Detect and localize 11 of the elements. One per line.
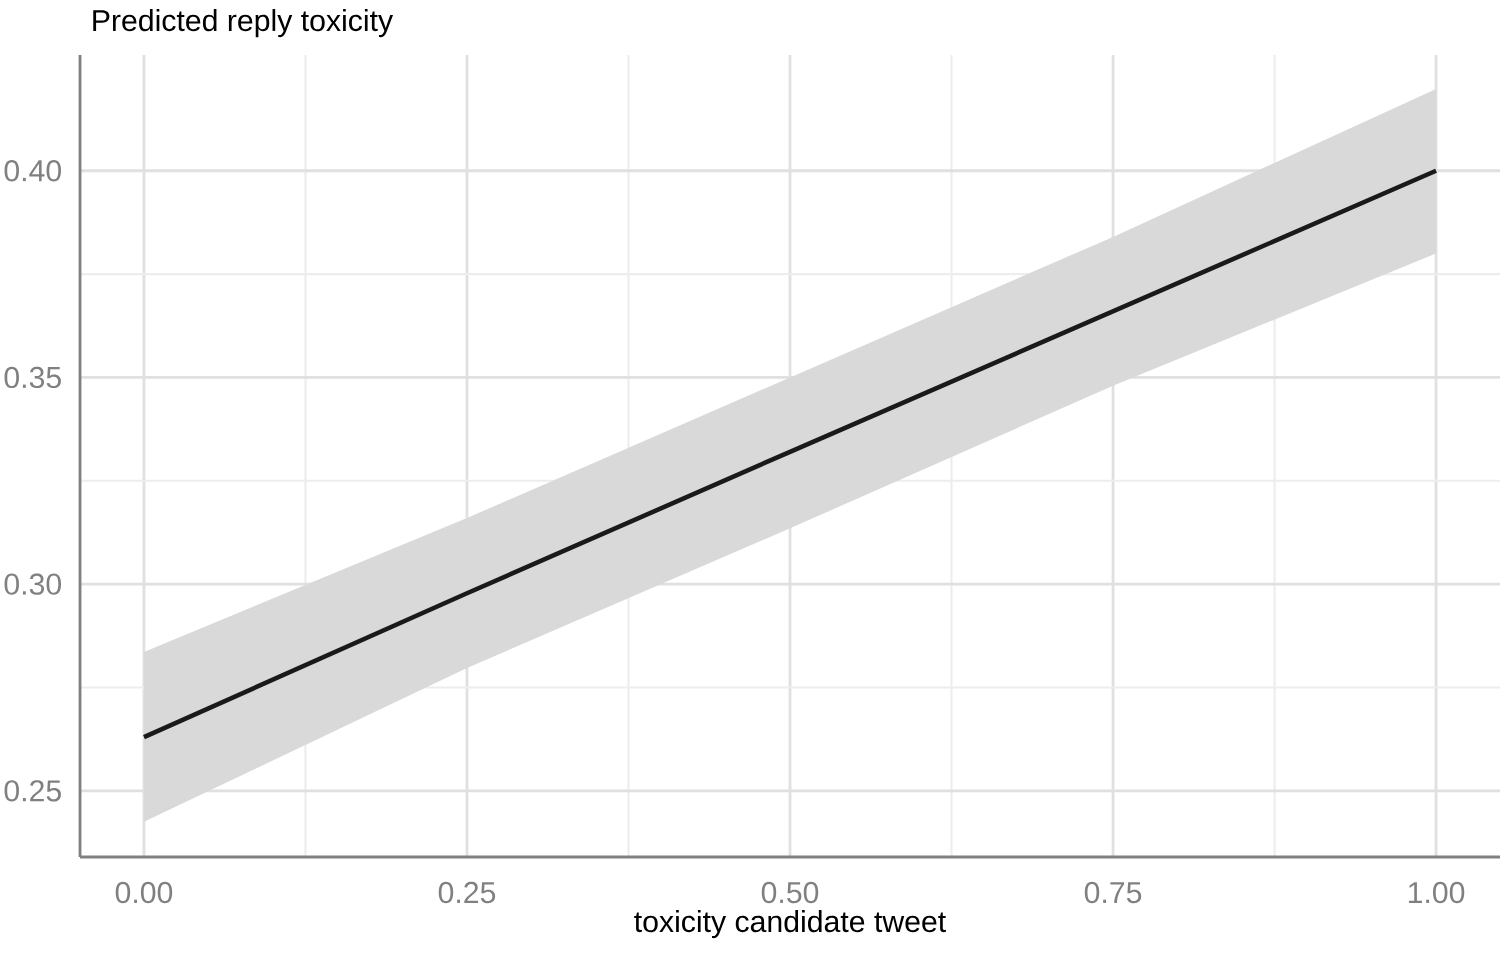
- x-tick-label: 1.00: [1408, 881, 1465, 904]
- y-axis-title: Predicted reply toxicity: [93, 9, 394, 38]
- y-tick-label: 0.25: [4, 780, 61, 802]
- x-tick-label: 0.25: [438, 881, 496, 904]
- y-tick-label: 0.40: [4, 160, 61, 182]
- x-tick-label: 0.00: [115, 881, 173, 904]
- x-tick-label: 0.50: [761, 881, 819, 904]
- x-axis-title: toxicity candidate tweet: [634, 910, 946, 939]
- y-tick-label: 0.30: [4, 573, 61, 595]
- y-tick-label: 0.35: [4, 366, 61, 389]
- x-tick-label: 0.75: [1084, 881, 1142, 904]
